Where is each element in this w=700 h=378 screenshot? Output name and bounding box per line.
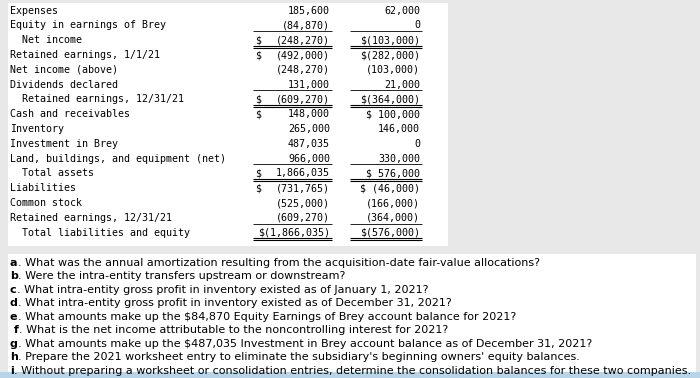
Text: $ 576,000: $ 576,000 [366,169,420,178]
Text: (525,000): (525,000) [276,198,330,208]
Text: Equity in earnings of Brey: Equity in earnings of Brey [10,20,166,31]
Text: Expenses: Expenses [10,6,58,15]
Text: Retained earnings, 1/1/21: Retained earnings, 1/1/21 [10,50,160,60]
Text: Inventory: Inventory [10,124,64,134]
Text: (103,000): (103,000) [366,65,420,75]
Text: Retained earnings, 12/31/21: Retained earnings, 12/31/21 [10,94,184,104]
Text: $(364,000): $(364,000) [360,94,420,104]
FancyBboxPatch shape [0,372,700,378]
Text: 1,866,035: 1,866,035 [276,169,330,178]
Text: Cash and receivables: Cash and receivables [10,109,130,119]
Text: (84,870): (84,870) [282,20,330,31]
Text: 148,000: 148,000 [288,109,330,119]
Text: f: f [10,325,19,335]
Text: $: $ [255,94,261,104]
Text: Investment in Brey: Investment in Brey [10,139,118,149]
Text: $(282,000): $(282,000) [360,50,420,60]
Text: 185,600: 185,600 [288,6,330,15]
Text: Net income: Net income [10,35,82,45]
Text: $ 100,000: $ 100,000 [366,109,420,119]
Text: e: e [10,312,18,322]
Text: Total assets: Total assets [10,169,94,178]
Text: 131,000: 131,000 [288,80,330,90]
Text: $(103,000): $(103,000) [360,35,420,45]
Text: (609,270): (609,270) [276,94,330,104]
Text: $: $ [255,35,261,45]
Text: $: $ [255,50,261,60]
Text: $(576,000): $(576,000) [360,228,420,238]
Text: (166,000): (166,000) [366,198,420,208]
Text: (248,270): (248,270) [276,65,330,75]
Text: . What intra-entity gross profit in inventory existed as of January 1, 2021?: . What intra-entity gross profit in inve… [17,285,428,295]
Text: a: a [10,258,18,268]
Text: (364,000): (364,000) [366,213,420,223]
Text: Liabilities: Liabilities [10,183,76,193]
Text: Land, buildings, and equipment (net): Land, buildings, and equipment (net) [10,154,226,164]
Text: Net income (above): Net income (above) [10,65,118,75]
Text: $: $ [255,109,261,119]
Text: . Prepare the 2021 worksheet entry to eliminate the subsidiary's beginning owner: . Prepare the 2021 worksheet entry to el… [18,352,580,362]
Text: d: d [10,298,18,308]
Text: (492,000): (492,000) [276,50,330,60]
Text: $ (46,000): $ (46,000) [360,183,420,193]
Text: g: g [10,339,18,349]
Text: . What is the net income attributable to the noncontrolling interest for 2021?: . What is the net income attributable to… [19,325,448,335]
Text: Total liabilities and equity: Total liabilities and equity [10,228,190,238]
Text: 21,000: 21,000 [384,80,420,90]
Text: . Were the intra-entity transfers upstream or downstream?: . Were the intra-entity transfers upstre… [18,271,345,281]
Text: 146,000: 146,000 [378,124,420,134]
Text: 62,000: 62,000 [384,6,420,15]
Text: 966,000: 966,000 [288,154,330,164]
Text: b: b [10,271,18,281]
Text: (731,765): (731,765) [276,183,330,193]
Text: $: $ [255,169,261,178]
Text: c: c [10,285,17,295]
Text: . Without preparing a worksheet or consolidation entries, determine the consolid: . Without preparing a worksheet or conso… [14,366,691,376]
Text: 0: 0 [414,139,420,149]
Text: h: h [10,352,18,362]
Text: $: $ [255,183,261,193]
Text: 487,035: 487,035 [288,139,330,149]
Text: . What intra-entity gross profit in inventory existed as of December 31, 2021?: . What intra-entity gross profit in inve… [18,298,452,308]
Text: i: i [10,366,14,376]
Text: . What amounts make up the $487,035 Investment in Brey account balance as of Dec: . What amounts make up the $487,035 Inve… [18,339,592,349]
Text: Dividends declared: Dividends declared [10,80,118,90]
Text: (609,270): (609,270) [276,213,330,223]
FancyBboxPatch shape [8,3,448,246]
Text: (248,270): (248,270) [276,35,330,45]
Text: . What amounts make up the $84,870 Equity Earnings of Brey account balance for 2: . What amounts make up the $84,870 Equit… [18,312,516,322]
FancyBboxPatch shape [8,254,696,374]
Text: Retained earnings, 12/31/21: Retained earnings, 12/31/21 [10,213,172,223]
Text: $(1,866,035): $(1,866,035) [258,228,330,238]
Text: 330,000: 330,000 [378,154,420,164]
Text: 265,000: 265,000 [288,124,330,134]
FancyBboxPatch shape [8,254,448,374]
Text: 0: 0 [414,20,420,31]
Text: Common stock: Common stock [10,198,82,208]
Text: . What was the annual amortization resulting from the acquisition-date fair-valu: . What was the annual amortization resul… [18,258,540,268]
